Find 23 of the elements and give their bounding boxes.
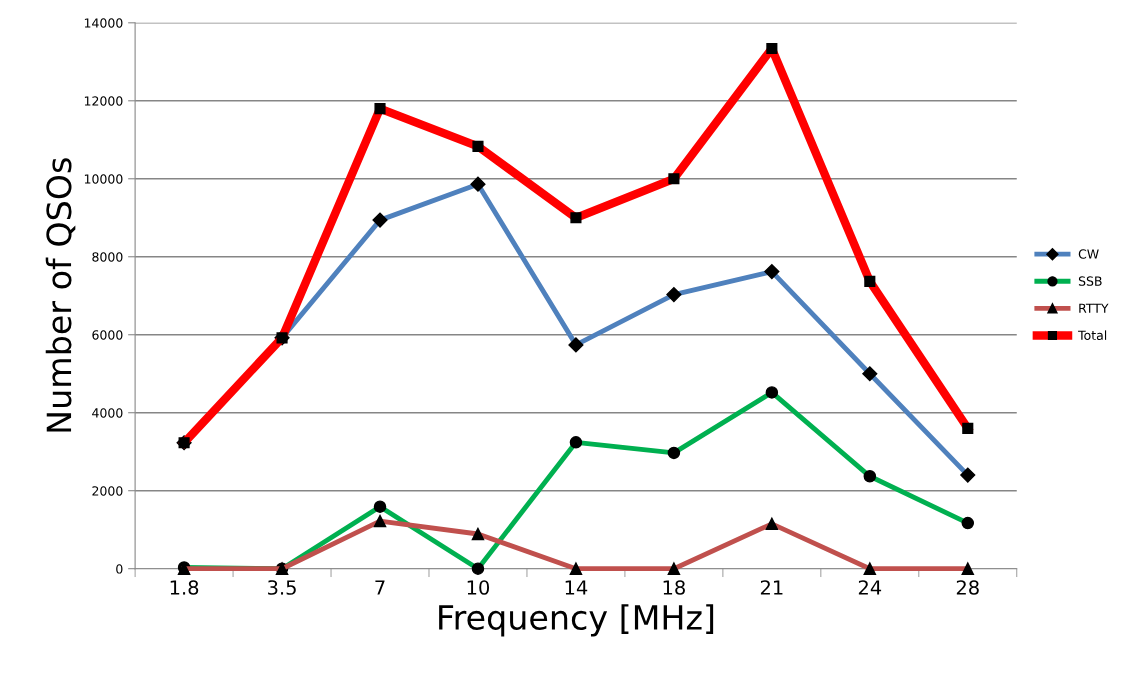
y-tick-label: 6000 — [92, 330, 123, 340]
legend-label: Total — [1078, 330, 1107, 341]
y-axis-title: Number of QSOs — [45, 158, 76, 432]
legend-label: SSB — [1078, 276, 1102, 286]
y-tick-label: 14000 — [84, 18, 123, 28]
x-tick-label: 14 — [565, 580, 588, 595]
y-tick-label: 0 — [116, 564, 123, 574]
legend-label: RTTY — [1079, 303, 1109, 313]
y-tick-label: 10000 — [84, 174, 123, 184]
y-tick-label: 12000 — [84, 96, 123, 106]
x-tick-label: 18 — [663, 580, 685, 595]
x-tick-label: 28 — [956, 580, 979, 595]
x-tick-label: 1.8 — [170, 580, 199, 595]
x-tick-label: 7 — [375, 580, 385, 595]
x-tick-label: 3.5 — [268, 580, 296, 595]
y-tick-label: 8000 — [92, 252, 123, 262]
x-tick-label: 10 — [467, 580, 490, 595]
x-tick-label: 24 — [858, 580, 882, 595]
x-tick-label: 21 — [760, 580, 783, 595]
legend-label: CW — [1078, 249, 1099, 259]
y-tick-label: 2000 — [92, 486, 123, 496]
x-axis-title: Frequency [MHz] — [439, 604, 714, 637]
y-tick-label: 4000 — [92, 408, 123, 418]
